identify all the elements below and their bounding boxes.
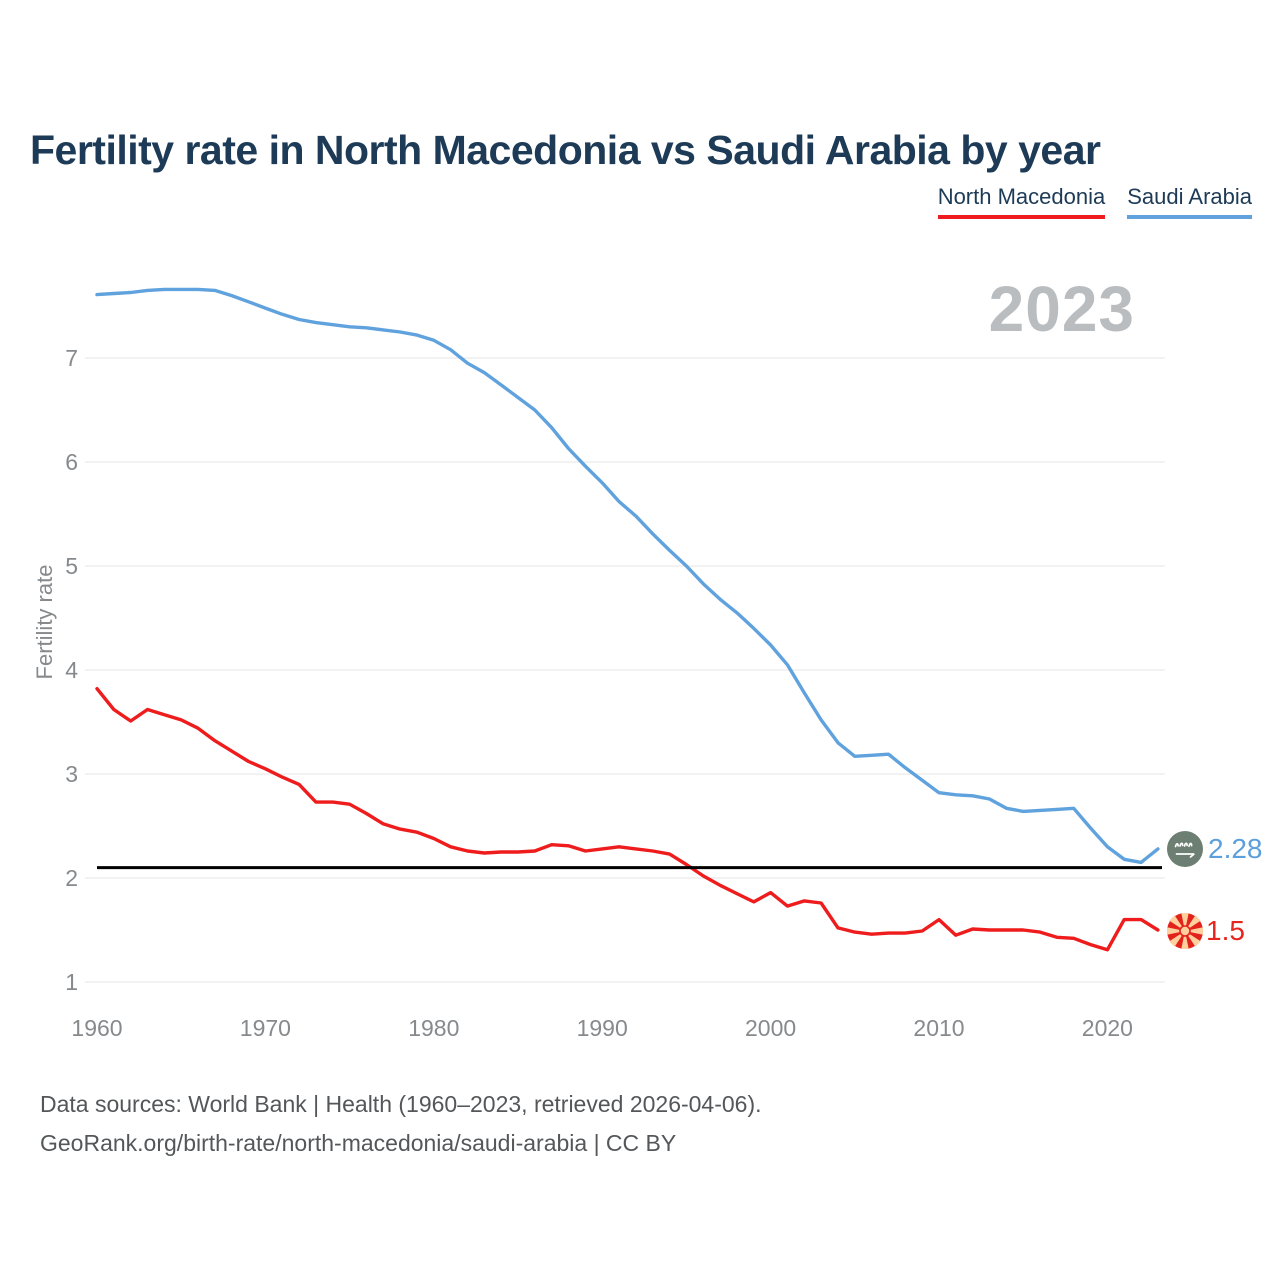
y-tick-label: 3 — [65, 761, 78, 787]
y-tick-label: 7 — [65, 345, 78, 371]
x-tick-label: 1990 — [576, 1015, 628, 1041]
saudi-arabia-end-value: 2.28 — [1208, 833, 1263, 864]
footer-sources-line: Data sources: World Bank | Health (1960–… — [40, 1091, 762, 1117]
x-tick-label: 1970 — [239, 1015, 291, 1041]
north-macedonia-flag-icon — [1167, 913, 1203, 949]
saudi-arabia-flag-icon — [1167, 831, 1203, 867]
footer-attribution-line: GeoRank.org/birth-rate/north-macedonia/s… — [40, 1130, 677, 1156]
legend-item-saudi-arabia[interactable]: Saudi Arabia — [1127, 184, 1252, 219]
legend-item-north-macedonia[interactable]: North Macedonia — [937, 184, 1106, 219]
legend: North Macedonia Saudi Arabia — [937, 184, 1252, 219]
y-tick-label: 6 — [65, 449, 78, 475]
x-tick-label: 1980 — [408, 1015, 460, 1041]
y-tick-label: 5 — [65, 553, 78, 579]
y-tick-label: 4 — [65, 657, 78, 683]
footer: Data sources: World Bank | Health (1960–… — [40, 1085, 762, 1163]
north-macedonia-end-value: 1.5 — [1206, 915, 1245, 946]
x-tick-label: 2000 — [745, 1015, 797, 1041]
x-tick-label: 2020 — [1081, 1015, 1133, 1041]
watermark-year: 2023 — [988, 273, 1135, 345]
x-tick-label: 2010 — [913, 1015, 965, 1041]
x-tick-label: 1960 — [71, 1015, 123, 1041]
y-tick-label: 2 — [65, 865, 78, 891]
y-tick-label: 1 — [65, 969, 78, 995]
page-title: Fertility rate in North Macedonia vs Sau… — [30, 127, 1101, 174]
